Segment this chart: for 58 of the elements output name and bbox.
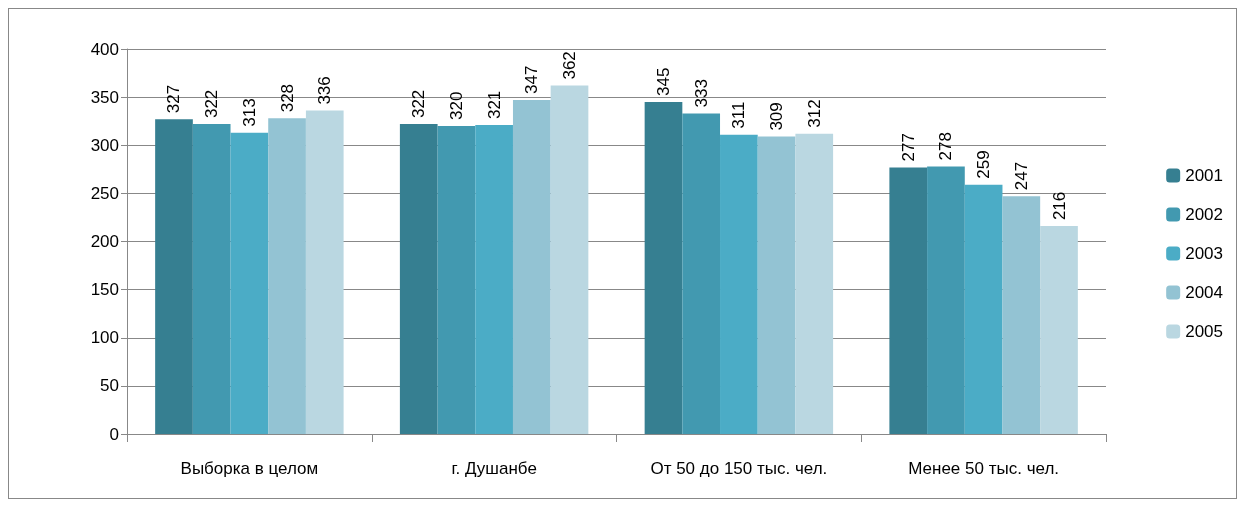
legend-label: 2002	[1185, 205, 1224, 224]
bar	[230, 132, 269, 434]
y-tick-label: 400	[90, 39, 119, 59]
data-label: 247	[1011, 161, 1031, 191]
bar	[795, 133, 834, 434]
data-label: 320	[446, 91, 466, 120]
data-label: 309	[767, 102, 787, 131]
data-label: 313	[239, 98, 259, 127]
data-label: 336	[315, 76, 335, 105]
y-tick-label: 300	[90, 135, 119, 155]
bar	[644, 101, 683, 434]
data-label: 347	[522, 65, 542, 95]
y-tick-label: 100	[90, 328, 119, 348]
legend-label: 2003	[1185, 244, 1224, 263]
legend-label: 2004	[1185, 283, 1224, 302]
bar	[437, 126, 476, 434]
x-tick-label: Менее 50 тыс. чел.	[908, 459, 1060, 478]
bar	[155, 119, 193, 434]
bar	[889, 167, 928, 434]
data-label: 328	[277, 83, 297, 113]
data-label: 327	[164, 84, 184, 114]
x-tick-label: г. Душанбе	[451, 459, 537, 478]
data-label: 259	[974, 150, 994, 179]
data-label: 216	[1049, 191, 1069, 221]
x-tick-label: От 50 до 150 тыс. чел.	[650, 459, 828, 478]
legend-label: 2001	[1185, 166, 1224, 185]
bar	[550, 85, 589, 434]
data-label: 321	[484, 90, 504, 120]
y-tick-label: 50	[100, 376, 119, 396]
legend-label: 2005	[1185, 322, 1224, 341]
bar	[192, 124, 231, 434]
data-label: 345	[653, 67, 673, 96]
bar	[268, 118, 306, 434]
y-tick-label: 150	[90, 280, 119, 300]
data-label: 322	[202, 89, 222, 119]
bar	[305, 110, 344, 434]
y-tick-label: 0	[109, 424, 119, 444]
bar	[475, 125, 513, 434]
y-tick-label: 350	[90, 87, 119, 107]
data-label: 312	[804, 99, 824, 128]
bar	[720, 134, 758, 434]
bar	[512, 100, 551, 434]
bar	[682, 113, 721, 434]
y-tick-label: 200	[90, 232, 119, 251]
data-label: 277	[898, 133, 918, 162]
data-label: 362	[560, 51, 580, 80]
data-label: 333	[691, 79, 711, 108]
bar	[399, 124, 438, 434]
bar	[1040, 226, 1078, 434]
bar	[757, 136, 796, 434]
x-tick-label: Выборка в целом	[180, 459, 319, 478]
bar	[1002, 196, 1041, 434]
bar	[927, 166, 965, 434]
data-label: 311	[729, 101, 749, 129]
bar	[964, 184, 1003, 434]
data-label: 322	[409, 89, 429, 119]
data-label: 278	[936, 132, 956, 161]
y-tick-label: 250	[90, 183, 119, 203]
